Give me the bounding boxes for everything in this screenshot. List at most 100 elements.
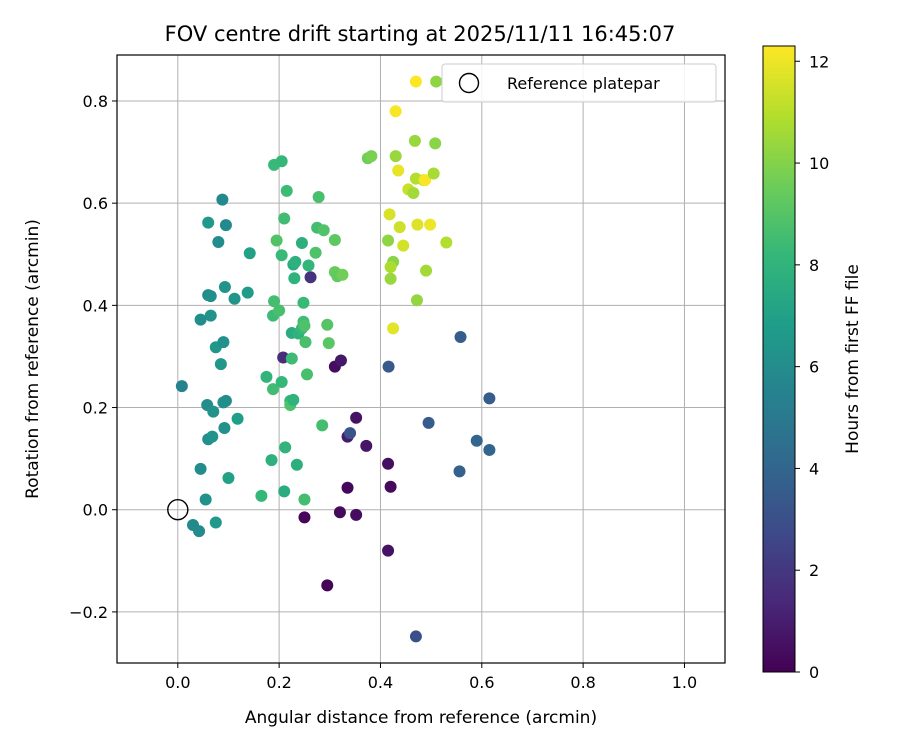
data-point — [280, 184, 293, 197]
x-tick-label: 0.4 — [368, 673, 393, 692]
legend-label: Reference platepar — [507, 74, 660, 93]
data-point — [397, 239, 410, 252]
data-point — [382, 457, 395, 470]
colorbar-tick-label: 6 — [809, 358, 819, 377]
data-point — [206, 430, 219, 443]
data-point — [453, 465, 466, 478]
colorbar-tick-label: 8 — [809, 256, 819, 275]
data-point — [387, 322, 400, 335]
x-tick-label: 0.6 — [469, 673, 494, 692]
data-point — [302, 259, 315, 272]
data-point — [298, 319, 311, 332]
data-point — [218, 421, 231, 434]
data-point — [392, 164, 405, 177]
data-point — [275, 155, 288, 168]
data-point — [360, 439, 373, 452]
x-tick-label: 1.0 — [672, 673, 697, 692]
data-point — [470, 434, 483, 447]
data-point — [316, 419, 329, 432]
data-point — [175, 380, 188, 393]
data-point — [336, 268, 349, 281]
y-tick-label: 0.4 — [83, 296, 108, 315]
colorbar — [762, 45, 796, 673]
data-point — [285, 352, 298, 365]
data-point — [216, 193, 229, 206]
y-tick-label: 0.8 — [83, 92, 108, 111]
data-point — [209, 516, 222, 529]
colorbar-tick-label: 0 — [809, 663, 819, 682]
data-point — [231, 412, 244, 425]
data-point — [289, 255, 302, 268]
data-point — [321, 318, 334, 331]
data-point — [382, 544, 395, 557]
data-point — [218, 280, 231, 293]
data-point — [275, 375, 288, 388]
data-points — [175, 75, 496, 643]
data-point — [430, 75, 443, 88]
data-point — [411, 218, 424, 231]
data-point — [422, 416, 435, 429]
x-tick-label: 0.8 — [570, 673, 595, 692]
data-point — [321, 579, 334, 592]
data-point — [265, 454, 278, 467]
y-tick-label: 0.6 — [83, 194, 108, 213]
data-point — [317, 224, 330, 237]
data-point — [382, 234, 395, 247]
colorbar-tick-label: 4 — [809, 459, 819, 478]
data-point — [288, 272, 301, 285]
data-point — [273, 304, 286, 317]
data-point — [212, 235, 225, 248]
plot-frame — [116, 54, 726, 664]
data-point — [301, 368, 313, 381]
data-point — [194, 313, 207, 326]
colorbar-ticks: 0 2 4 6 8 10 12 — [795, 52, 829, 682]
data-point — [202, 216, 215, 229]
data-point — [267, 383, 280, 396]
data-point — [217, 336, 230, 349]
data-point — [279, 441, 292, 454]
x-axis-ticks: 0.0 0.2 0.4 0.6 0.8 1.0 — [165, 663, 697, 692]
data-point — [427, 167, 440, 180]
data-point — [193, 525, 206, 538]
data-point — [409, 630, 422, 643]
data-point — [322, 337, 335, 350]
data-point — [384, 261, 397, 274]
data-point — [278, 485, 291, 498]
data-point — [214, 358, 227, 371]
legend-box — [441, 63, 717, 103]
y-tick-label: −0.2 — [69, 603, 108, 622]
y-axis-ticks: −0.2 0.0 0.2 0.4 0.6 0.8 — [69, 92, 117, 622]
data-point — [409, 75, 422, 88]
data-point — [350, 508, 363, 521]
data-point — [304, 271, 317, 284]
y-axis-label: Rotation from reference (arcmin) — [23, 219, 43, 499]
data-point — [382, 360, 395, 373]
data-point — [260, 370, 273, 383]
data-point — [312, 191, 325, 204]
grid — [117, 55, 725, 663]
data-point — [483, 443, 496, 456]
data-point — [204, 290, 217, 303]
data-point — [255, 489, 268, 502]
data-point — [420, 264, 433, 277]
data-point — [278, 212, 291, 225]
data-point — [204, 309, 217, 322]
data-point — [328, 233, 341, 246]
data-point — [290, 458, 303, 471]
data-point — [440, 236, 453, 249]
data-point — [287, 393, 300, 406]
data-point — [334, 354, 347, 367]
data-point — [454, 331, 467, 344]
data-point — [429, 137, 442, 150]
data-point — [309, 246, 322, 259]
data-point — [298, 493, 311, 506]
data-point — [419, 174, 432, 187]
data-point — [270, 234, 283, 247]
x-tick-label: 0.2 — [266, 673, 291, 692]
data-point — [393, 221, 406, 234]
data-point — [389, 150, 402, 163]
data-point — [344, 427, 357, 440]
y-tick-label: 0.2 — [83, 399, 108, 418]
legend-marker-icon — [458, 72, 480, 94]
